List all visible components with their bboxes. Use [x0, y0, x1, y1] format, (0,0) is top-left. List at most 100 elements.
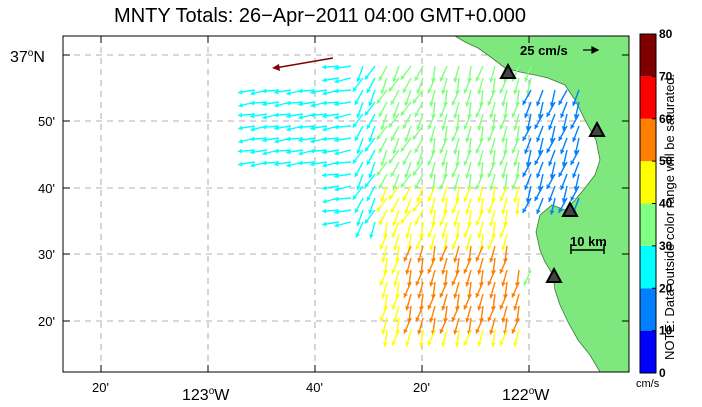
current-vector-head: [334, 173, 339, 179]
current-vector-head: [238, 138, 243, 144]
current-vector-head: [364, 146, 370, 152]
current-vector-head: [322, 100, 327, 106]
current-vector-head: [522, 136, 527, 141]
current-vector-head: [465, 209, 470, 215]
current-vector-head: [352, 158, 358, 164]
current-vector-head: [534, 196, 539, 201]
current-vector-head: [414, 184, 419, 189]
current-vector-head: [451, 316, 456, 322]
current-vector-head: [427, 196, 432, 202]
current-vector-head: [499, 160, 504, 166]
current-vector-head: [525, 198, 531, 203]
current-vector-head: [489, 329, 494, 335]
current-vector-head: [427, 304, 432, 310]
colorbar: 80 70 60 50 40 30 20 10 0: [639, 27, 673, 380]
current-vector-head: [354, 100, 359, 105]
current-vector-head: [549, 138, 555, 143]
current-vector-head: [274, 102, 279, 108]
current-vector-head: [412, 206, 418, 212]
current-vector-head: [441, 269, 446, 275]
current-vector-head: [572, 101, 577, 106]
current-vector-head: [334, 137, 339, 143]
current-vector-head: [465, 245, 470, 251]
lat-label-20: 20': [38, 314, 55, 329]
current-vector-head: [558, 208, 563, 213]
map-frame-bg: [63, 36, 629, 372]
current-vector-head: [573, 186, 579, 191]
current-vector-head: [501, 101, 506, 107]
current-vector-head: [381, 329, 386, 335]
current-vector-head: [524, 149, 529, 154]
current-vector-head: [380, 161, 385, 167]
current-vector-head: [322, 221, 327, 227]
current-vector-head: [404, 101, 409, 107]
current-vector-head: [501, 317, 506, 323]
current-vector-head: [334, 101, 339, 107]
current-vector-head: [416, 161, 421, 167]
current-vector-head: [439, 292, 444, 298]
current-vector-head: [427, 124, 432, 130]
current-vector-head: [388, 158, 394, 164]
current-vector-head: [560, 113, 565, 118]
current-vector-head: [441, 341, 446, 347]
current-vector-head: [441, 233, 446, 239]
current-vector-head: [489, 257, 494, 263]
current-vector-head: [558, 100, 563, 105]
current-vector-head: [416, 197, 421, 203]
current-vector-head: [366, 88, 371, 93]
current-vector-head: [334, 209, 339, 215]
current-vector-head: [475, 112, 480, 118]
current-vector-head: [453, 257, 458, 263]
colorbar-units: cm/s: [636, 378, 660, 390]
current-vector-head: [475, 184, 480, 190]
current-vector-head: [250, 136, 255, 142]
current-vector-head: [354, 208, 359, 213]
current-vector-head: [487, 316, 492, 322]
current-vector-head: [286, 136, 291, 142]
current-vector-head: [418, 342, 424, 347]
current-vector-head: [369, 233, 374, 239]
current-vector-head: [511, 148, 516, 154]
current-vector-head: [453, 293, 458, 299]
current-vector-head: [368, 101, 373, 107]
current-vector-head: [272, 64, 280, 71]
current-vector-head: [298, 160, 303, 166]
current-vector-head: [334, 160, 339, 166]
current-vector-head: [380, 197, 385, 203]
colorbar-segment: [640, 161, 656, 204]
current-vector-head: [549, 210, 555, 215]
current-vector-head: [364, 110, 370, 116]
current-vector-head: [546, 184, 551, 189]
current-vector-head: [522, 208, 527, 213]
current-vector-head: [429, 245, 434, 251]
current-vector-head: [463, 340, 468, 346]
current-vector-head: [403, 328, 408, 334]
current-vector-head: [536, 209, 541, 214]
current-vector-head: [561, 198, 567, 203]
current-vector-head: [334, 222, 339, 228]
current-vector-head: [274, 112, 279, 118]
current-vector-head: [392, 185, 397, 191]
current-vector-head: [376, 170, 382, 176]
current-vector-head: [352, 194, 358, 200]
current-vector-head: [465, 137, 470, 143]
current-vector-head: [393, 281, 398, 287]
current-vector-head: [322, 198, 327, 204]
current-vector-head: [451, 208, 456, 214]
current-vector-head: [322, 149, 327, 155]
current-vector-head: [355, 232, 360, 238]
current-vector-head: [334, 186, 339, 192]
radar-stations: [499, 62, 606, 283]
current-vector-head: [415, 244, 420, 250]
current-vector-head: [403, 256, 408, 262]
current-vector-head: [524, 113, 529, 118]
current-vector-head: [463, 196, 468, 202]
current-vector: [274, 57, 334, 69]
colorbar-note: NOTE: Data outside color range will be s…: [662, 73, 677, 360]
colorbar-segment: [640, 76, 656, 119]
current-vector-head: [250, 126, 255, 132]
current-vector-head: [238, 161, 243, 167]
current-vector-head: [453, 185, 458, 191]
current-vector-head: [392, 113, 397, 119]
current-vector-head: [274, 138, 279, 144]
